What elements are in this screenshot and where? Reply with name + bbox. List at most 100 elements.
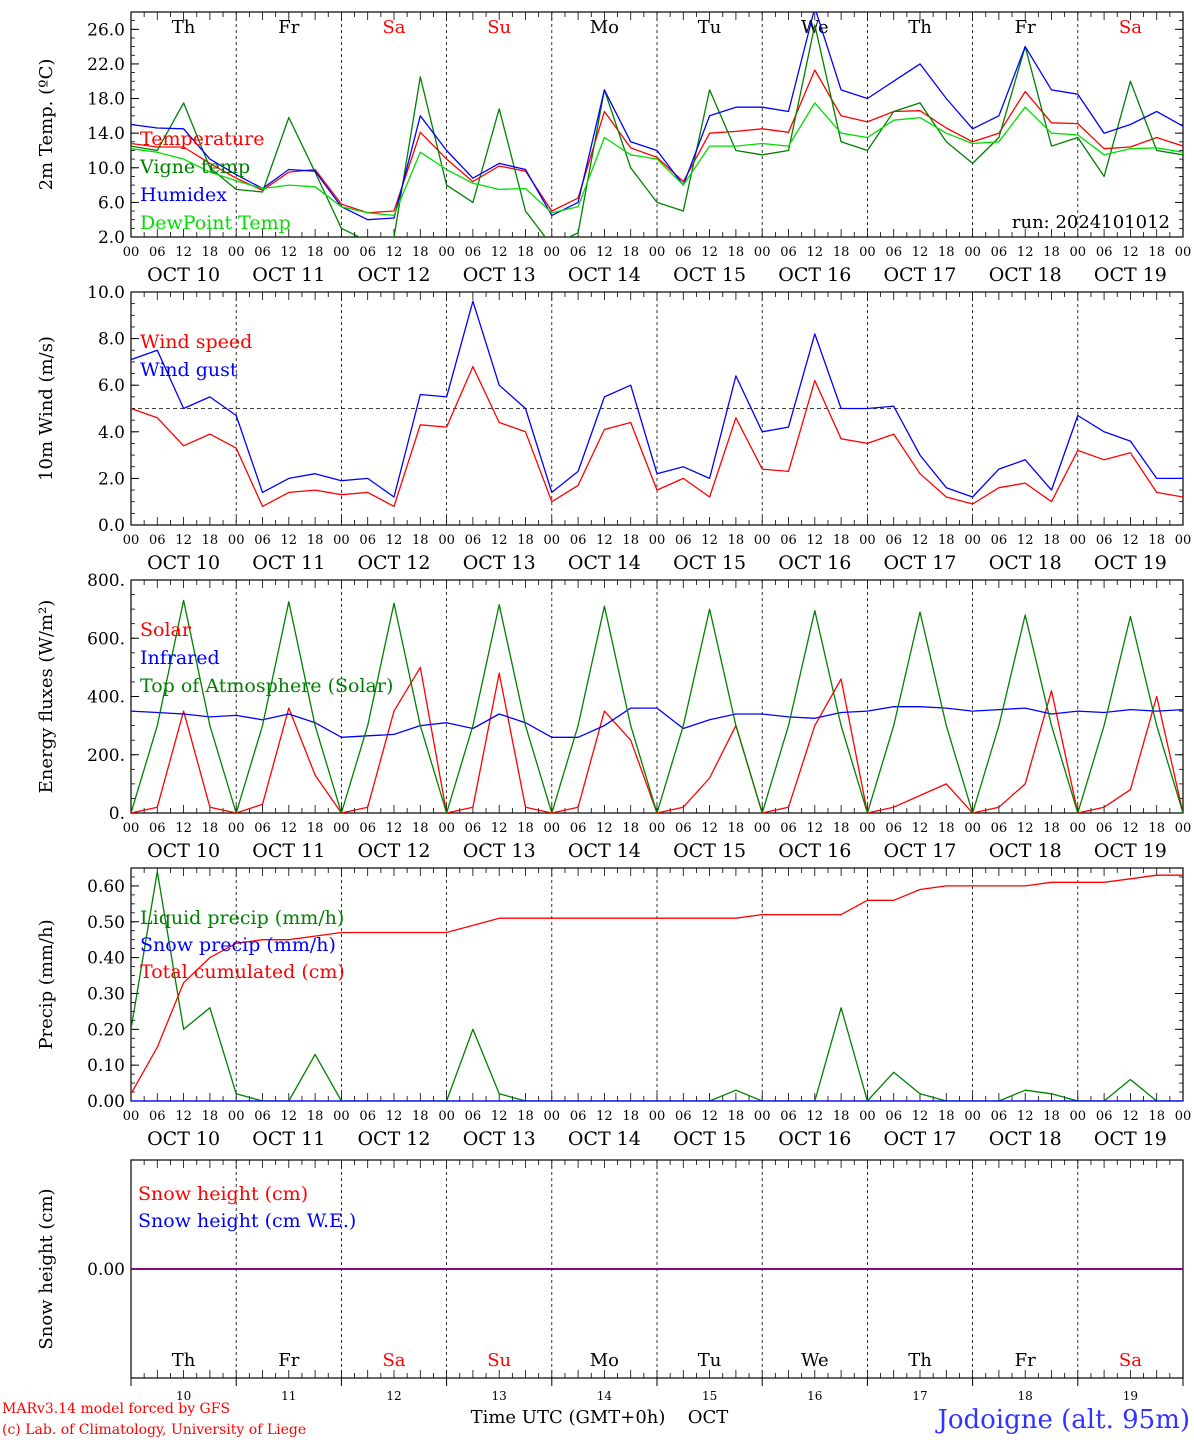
legend-entry: Total cumulated (cm) [140, 961, 345, 983]
legend-entry: Wind speed [140, 331, 252, 353]
panel-3: 0. 200. 400. 600. 800. Energy fluxes (W/m²) 00… [36, 571, 1191, 862]
legend-entry: Wind gust [140, 359, 238, 381]
hour-tick-label: 06 [1096, 245, 1113, 260]
weekday-label: Fr [1015, 1350, 1036, 1371]
hour-tick-label: 06 [885, 821, 902, 836]
weekday-label: Fr [278, 1350, 299, 1371]
series-group [131, 12, 1183, 237]
weekday-label: Sa [1119, 1350, 1142, 1371]
hour-tick-label: 00 [333, 533, 350, 548]
legend-entry: Liquid precip (mm/h) [140, 907, 344, 929]
hour-tick-label: 00 [123, 1109, 140, 1124]
hour-tick-label: 00 [544, 245, 561, 260]
hour-tick-label: 06 [149, 1109, 166, 1124]
hour-tick-label: 00 [228, 821, 245, 836]
legend-entry: Snow height (cm W.E.) [138, 1210, 356, 1232]
hour-tick-label: 18 [833, 821, 850, 836]
hour-tick-label: 00 [859, 533, 876, 548]
hour-tick-label: 06 [780, 1109, 797, 1124]
hour-tick-label: 00 [1175, 1109, 1192, 1124]
hour-tick-label: 00 [438, 821, 455, 836]
date-label: OCT 13 [463, 1128, 536, 1150]
hour-tick-label: 12 [386, 245, 403, 260]
hour-tick-label: 00 [333, 1109, 350, 1124]
hour-tick-label: 18 [833, 533, 850, 548]
series-line-blue [131, 12, 1183, 221]
hour-tick-label: 18 [728, 821, 745, 836]
y-tick-label: 0.50 [87, 913, 125, 933]
hour-tick-label: 00 [333, 245, 350, 260]
hour-tick-label: 06 [991, 245, 1008, 260]
hour-tick-label: 06 [359, 821, 376, 836]
hour-tick-label: 18 [1043, 533, 1060, 548]
y-tick-label: 0.00 [87, 1092, 125, 1112]
series-line-green [131, 24, 1183, 237]
panel-frame [130, 11, 1184, 238]
month-label: OCT [688, 1407, 729, 1428]
series-group [131, 599, 1183, 813]
hour-tick-label: 18 [728, 533, 745, 548]
legend-entry: Snow precip (mm/h) [140, 934, 336, 956]
hour-tick-label: 06 [885, 1109, 902, 1124]
hour-tick-label: 06 [991, 821, 1008, 836]
day-number-label: 10 [176, 1389, 191, 1403]
date-label: OCT 17 [883, 840, 956, 862]
hour-tick-label: 18 [938, 245, 955, 260]
y-tick-label: 22.0 [87, 55, 125, 75]
hour-tick-label: 18 [1043, 821, 1060, 836]
hour-tick-label: 12 [491, 245, 508, 260]
y-tick-label: 0.40 [87, 949, 125, 969]
hour-tick-label: 12 [175, 1109, 192, 1124]
date-label: OCT 13 [463, 552, 536, 574]
hour-tick-label: 00 [1070, 821, 1087, 836]
date-label: OCT 19 [1094, 264, 1167, 286]
hour-tick-label: 06 [465, 533, 482, 548]
hour-tick-label: 18 [622, 245, 639, 260]
y-tick-label: 14.0 [87, 124, 125, 144]
hour-tick-label: 18 [307, 821, 324, 836]
weekday-label: Mo [590, 17, 619, 38]
hour-tick-label: 18 [622, 821, 639, 836]
day-number-label: 11 [281, 1389, 296, 1403]
hour-tick-label: 12 [1122, 245, 1139, 260]
hour-tick-label: 00 [333, 821, 350, 836]
hour-tick-label: 00 [754, 533, 771, 548]
series-line-blue [131, 300, 1183, 498]
hour-tick-label: 00 [964, 1109, 981, 1124]
hour-tick-label: 18 [307, 245, 324, 260]
y-tick-label: 4.0 [98, 423, 125, 443]
hour-tick-label: 00 [754, 1109, 771, 1124]
y-tick-label: 0.10 [87, 1056, 125, 1076]
hour-tick-label: 12 [596, 245, 613, 260]
date-label: OCT 19 [1094, 840, 1167, 862]
hour-tick-label: 12 [701, 821, 718, 836]
hour-tick-label: 18 [1043, 245, 1060, 260]
weekday-label: Sa [1119, 17, 1142, 38]
legend-entry: Snow height (cm) [138, 1183, 308, 1205]
legend-entry: DewPoint Temp [140, 212, 291, 234]
run-label: run: 2024101012 [1012, 212, 1170, 233]
weekday-label: Mo [590, 1350, 619, 1371]
weekday-label: Tu [698, 17, 722, 38]
hour-tick-label: 12 [912, 821, 929, 836]
hour-tick-label: 12 [491, 1109, 508, 1124]
hour-tick-label: 00 [859, 1109, 876, 1124]
date-label: OCT 19 [1094, 552, 1167, 574]
date-label: OCT 10 [147, 264, 220, 286]
hour-tick-label: 00 [964, 245, 981, 260]
hour-tick-label: 12 [596, 1109, 613, 1124]
weekday-label: Su [487, 17, 511, 38]
series-line-blue [131, 706, 1183, 738]
day-number-label: 12 [386, 1389, 401, 1403]
hour-tick-label: 12 [807, 1109, 824, 1124]
date-label: OCT 11 [252, 840, 325, 862]
hour-tick-label: 18 [412, 1109, 429, 1124]
date-label: OCT 15 [673, 840, 746, 862]
hour-tick-label: 06 [465, 821, 482, 836]
weekday-label: We [801, 1350, 829, 1371]
hour-tick-label: 18 [728, 245, 745, 260]
hour-tick-label: 00 [544, 533, 561, 548]
date-label: OCT 15 [673, 1128, 746, 1150]
hour-tick-label: 06 [465, 1109, 482, 1124]
